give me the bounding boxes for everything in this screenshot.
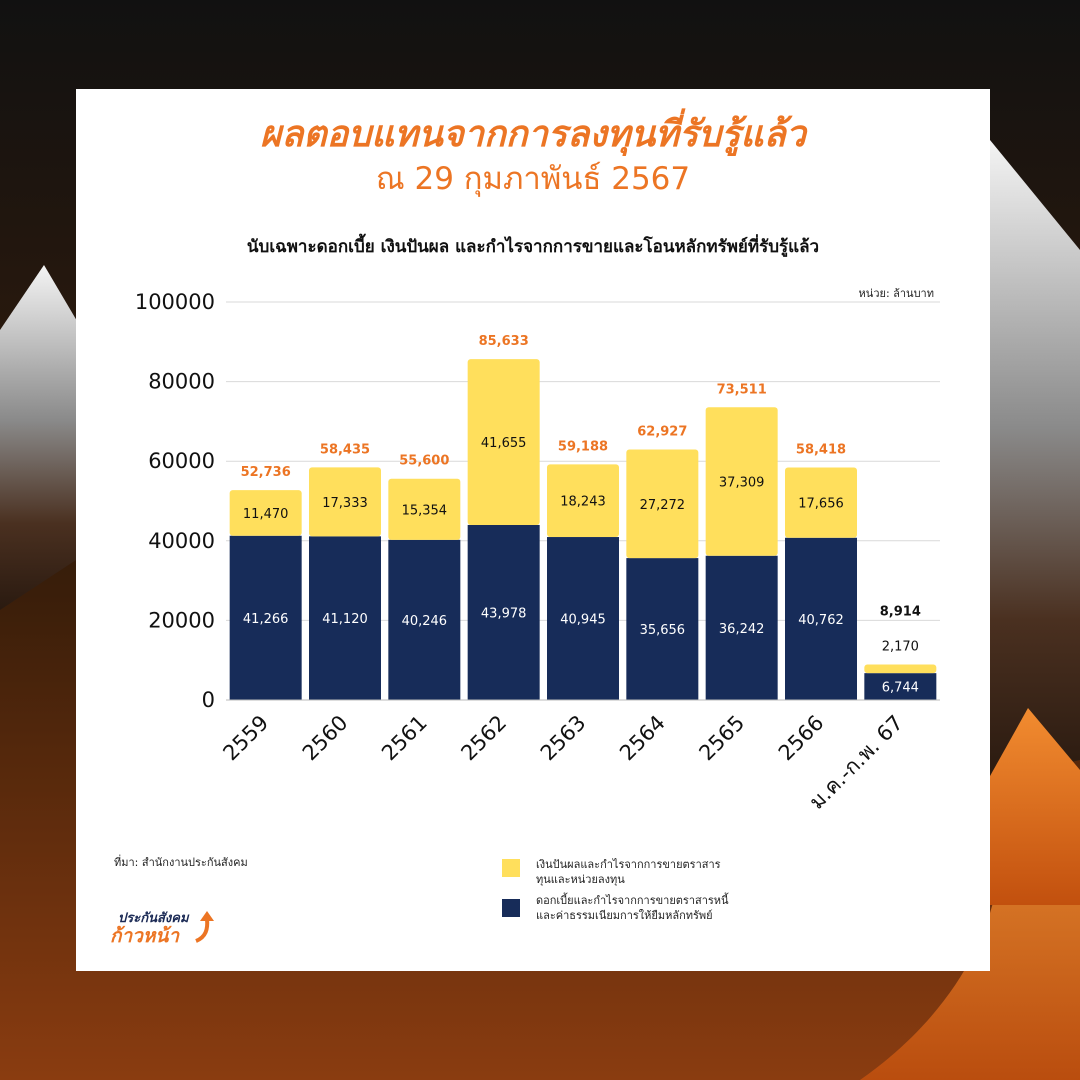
x-tick-label: 2566 <box>774 711 829 766</box>
page-title: ผลตอบแทนจากการลงทุนที่รับรู้แล้ว <box>260 114 806 155</box>
bar-total-label: 58,418 <box>796 442 846 457</box>
bar-yellow-label: 17,333 <box>322 496 368 511</box>
legend-swatch-navy <box>502 899 520 917</box>
legend-text: และค่าธรรมเนียมการให้ยืมหลักทรัพย์ <box>536 909 713 922</box>
x-tick-label: 2560 <box>298 711 353 766</box>
bar-navy-label: 40,945 <box>560 613 606 628</box>
bar-navy-label: 40,762 <box>798 613 844 628</box>
bar-total-label: 85,633 <box>479 334 529 349</box>
bar-yellow-label: 18,243 <box>560 495 606 510</box>
bar-yellow <box>626 449 699 559</box>
stacked-bar-chart: 100000 80000 60000 40000 20000 0 หน่วย: ล้านบา… <box>135 287 940 814</box>
bar-yellow-label: 17,656 <box>798 497 844 512</box>
bar-yellow-label: 41,655 <box>481 436 526 451</box>
x-tick-label: 2561 <box>377 711 432 766</box>
bar-navy-label: 36,242 <box>719 622 765 637</box>
source-note: ที่มา: สำนักงานประกันสังคม <box>114 856 248 869</box>
x-tick-label: 2565 <box>694 711 749 766</box>
logo: ประกันสังคม ก้าวหน้า <box>110 907 220 947</box>
bar-navy-label: 41,266 <box>243 612 289 627</box>
y-tick-label: 80000 <box>148 370 215 394</box>
y-tick-label: 40000 <box>148 529 215 553</box>
y-tick-label: 100000 <box>135 290 215 314</box>
bar-yellow <box>309 467 381 537</box>
x-tick-label: 2562 <box>456 711 511 766</box>
bar-total-label: 58,435 <box>320 442 370 457</box>
logo-line-2: ก้าวหน้า <box>110 925 180 947</box>
bar-navy-label: 6,744 <box>882 681 919 696</box>
x-tick-label: 2564 <box>615 711 670 766</box>
x-tick-label: 2563 <box>536 711 591 766</box>
bar-navy <box>705 555 778 700</box>
bar-yellow-label: 27,272 <box>640 498 686 513</box>
bar-yellow-label: 15,354 <box>402 503 448 518</box>
bar-yellow <box>705 407 778 556</box>
bar-yellow <box>388 478 461 540</box>
bar-navy <box>785 537 857 700</box>
x-tick-label: 2559 <box>218 711 273 766</box>
legend-text: ดอกเบี้ยและกำไรจากการขายตราสารหนี้ <box>536 894 729 907</box>
chart-subtitle: นับเฉพาะดอกเบี้ย เงินปันผล และกำไรจากการ… <box>246 237 820 257</box>
bar-navy-label: 35,656 <box>640 623 686 638</box>
content-card: ผลตอบแทนจากการลงทุนที่รับรู้แล้ว ณ 29 กุ… <box>76 89 990 971</box>
bar-navy <box>388 539 461 700</box>
legend-text: เงินปันผลและกำไรจากการขายตราสาร <box>536 858 721 871</box>
legend-swatch-yellow <box>502 859 520 877</box>
left-mountain <box>0 265 100 610</box>
logo-line-1: ประกันสังคม <box>118 911 189 926</box>
bar-total-label: 62,927 <box>637 425 687 440</box>
arrow-up-icon <box>195 911 214 943</box>
y-tick-label: 0 <box>202 688 215 712</box>
bar-yellow-label: 2,170 <box>882 640 919 655</box>
unit-label: หน่วย: ล้านบาท <box>859 287 934 300</box>
bar-yellow <box>785 467 857 538</box>
bar-yellow <box>467 359 540 525</box>
bar-navy-label: 43,978 <box>481 606 526 621</box>
bar-total-label: 55,600 <box>399 454 449 469</box>
bar-navy-label: 41,120 <box>322 612 368 627</box>
bar-yellow-label: 37,309 <box>719 476 765 491</box>
bar-navy <box>467 524 540 700</box>
date-line: ณ 29 กุมภาพันธ์ 2567 <box>375 161 691 197</box>
bar-yellow-label: 11,470 <box>243 507 289 522</box>
bar-navy <box>864 673 937 700</box>
bar-navy-label: 40,246 <box>402 614 448 629</box>
bar-yellow <box>229 490 302 536</box>
bar-total-label: 73,511 <box>717 382 767 397</box>
bar-yellow <box>547 464 619 538</box>
bar-navy <box>626 558 699 700</box>
bar-navy <box>547 537 619 700</box>
bar-yellow <box>864 664 937 674</box>
bar-total-label: 52,736 <box>241 465 291 480</box>
y-tick-label: 60000 <box>148 449 215 473</box>
bar-navy <box>229 535 302 700</box>
bar-navy <box>309 536 381 700</box>
y-tick-label: 20000 <box>148 608 215 632</box>
bar-total-label: 8,914 <box>880 605 921 620</box>
legend-text: ทุนและหน่วยลงทุน <box>536 873 625 886</box>
right-mountain <box>990 140 1080 780</box>
bar-total-label: 59,188 <box>558 439 608 454</box>
